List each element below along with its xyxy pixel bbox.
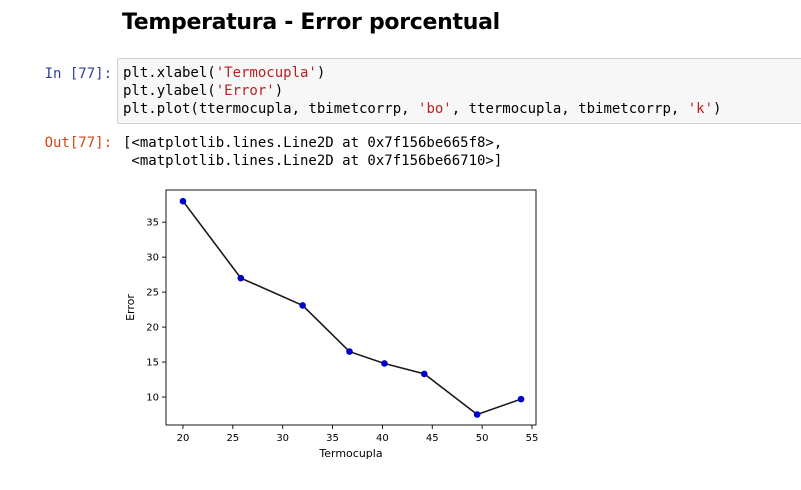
axes-frame — [165, 189, 537, 426]
code-cell-input[interactable] — [117, 58, 801, 124]
data-point — [381, 360, 388, 367]
output-line: [<matplotlib.lines.Line2D at 0x7f156be66… — [123, 135, 503, 151]
code-token: ) — [713, 101, 722, 117]
code-token: ) — [316, 65, 326, 81]
x-tick-label: 45 — [426, 433, 439, 444]
y-tick-label: 25 — [146, 288, 159, 299]
code-token: plt.plot(ttermocupla, tbimetcorrp, — [123, 101, 419, 117]
y-tick-label: 35 — [146, 218, 159, 229]
y-tick-label: 20 — [146, 323, 159, 334]
data-point — [237, 274, 245, 282]
x-tick-label: 50 — [476, 433, 489, 444]
code-editor[interactable]: plt.xlabel('Termocupla') plt.ylabel('Erro… — [123, 64, 721, 118]
x-tick-label: 20 — [177, 433, 190, 444]
code-line: plt.ylabel('Error') — [123, 82, 721, 100]
data-point — [421, 370, 428, 378]
x-tick-label: 35 — [326, 433, 339, 444]
string-literal: 'bo' — [418, 101, 452, 117]
x-tick-label: 55 — [526, 433, 539, 444]
y-axis-label: Error — [124, 294, 137, 321]
output-prompt: Out[77]: — [44, 135, 112, 151]
data-point — [299, 302, 306, 309]
string-literal: 'k' — [687, 101, 714, 117]
code-token: , ttermocupla, tbimetcorrp, — [451, 101, 688, 117]
data-point — [473, 411, 481, 418]
x-axis-label: Termocupla — [318, 447, 382, 460]
x-tick-label: 30 — [276, 433, 289, 444]
series-line — [182, 200, 522, 416]
data-point — [346, 348, 353, 355]
cell-output-text: [<matplotlib.lines.Line2D at 0x7f156be66… — [123, 134, 502, 170]
code-token: plt.ylabel( — [123, 83, 216, 99]
code-line: plt.plot(ttermocupla, tbimetcorrp, 'bo',… — [123, 100, 721, 118]
data-point — [179, 197, 187, 205]
data-point — [517, 395, 525, 403]
x-tick-label: 40 — [376, 433, 389, 444]
y-tick-label: 30 — [146, 253, 159, 264]
output-line: <matplotlib.lines.Line2D at 0x7f156be667… — [123, 153, 503, 169]
section-heading: Temperatura - Error porcentual — [122, 10, 500, 35]
code-line: plt.xlabel('Termocupla') — [123, 64, 721, 82]
input-prompt: In [77]: — [44, 66, 112, 82]
string-literal: 'Termocupla' — [215, 65, 317, 81]
y-tick-label: 15 — [146, 358, 159, 369]
x-tick-label: 25 — [226, 433, 239, 444]
y-tick-label: 10 — [146, 393, 159, 404]
code-token: plt.xlabel( — [123, 65, 216, 81]
code-token: ) — [274, 83, 284, 99]
string-literal: 'Error' — [215, 83, 275, 99]
